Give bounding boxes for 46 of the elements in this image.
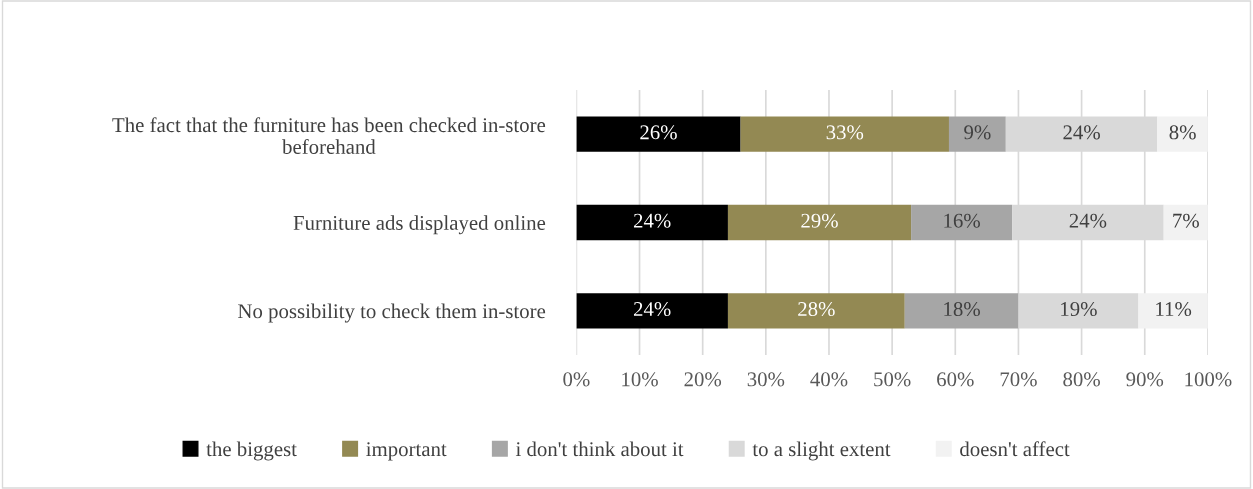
data-label: 7%	[1173, 213, 1199, 228]
x-tick-label: 100%	[1185, 372, 1232, 387]
bar	[576, 116, 741, 152]
bar	[904, 293, 1019, 329]
data-label: 11%	[1156, 302, 1192, 317]
y-tick-label: The fact that the furniture has been checked in-store beforehand	[112, 117, 546, 154]
bar	[1138, 293, 1208, 329]
x-tick-label: 30%	[747, 372, 785, 387]
bar	[948, 116, 1006, 152]
bar	[727, 293, 905, 329]
x-tick-label: 80%	[1063, 372, 1100, 387]
x-tick-label: 10%	[622, 372, 658, 387]
data-label: 9%	[964, 125, 991, 140]
bar	[1163, 204, 1208, 241]
legend-label: the biggest	[206, 441, 297, 461]
legend-label: to a slight extent	[752, 441, 891, 461]
bar	[1157, 116, 1208, 152]
data-label: 24%	[633, 302, 671, 317]
data-label: 8%	[1169, 125, 1196, 140]
data-label: 18%	[944, 302, 980, 317]
legend-label: doesn't affect	[960, 441, 1070, 457]
y-tick-label: Furniture ads displayed online	[293, 215, 546, 235]
x-tick-label: 90%	[1126, 372, 1164, 387]
legend-label: important	[366, 442, 447, 461]
data-label: 19%	[1061, 302, 1097, 317]
data-label: 33%	[826, 125, 864, 140]
bar	[740, 116, 949, 152]
data-label: 24%	[1063, 125, 1100, 140]
data-label: 26%	[640, 125, 677, 140]
x-tick-label: 20%	[684, 372, 722, 387]
y-tick-label: No possibility to check them in-store	[238, 303, 546, 323]
bar	[727, 204, 912, 241]
data-label: 16%	[944, 213, 980, 228]
legend-label: i don't think about it	[515, 441, 684, 457]
data-label: 29%	[801, 213, 838, 228]
data-label: 24%	[1069, 213, 1107, 228]
x-tick-label: 50%	[874, 372, 911, 387]
bar	[576, 204, 728, 241]
data-label: 24%	[633, 213, 671, 228]
x-tick-label: 70%	[1000, 372, 1037, 387]
data-label: 28%	[798, 302, 835, 317]
x-tick-label: 0%	[563, 372, 590, 387]
bar	[911, 204, 1013, 241]
x-tick-label: 40%	[810, 372, 848, 387]
bar	[576, 293, 728, 329]
x-tick-label: 60%	[937, 372, 974, 387]
